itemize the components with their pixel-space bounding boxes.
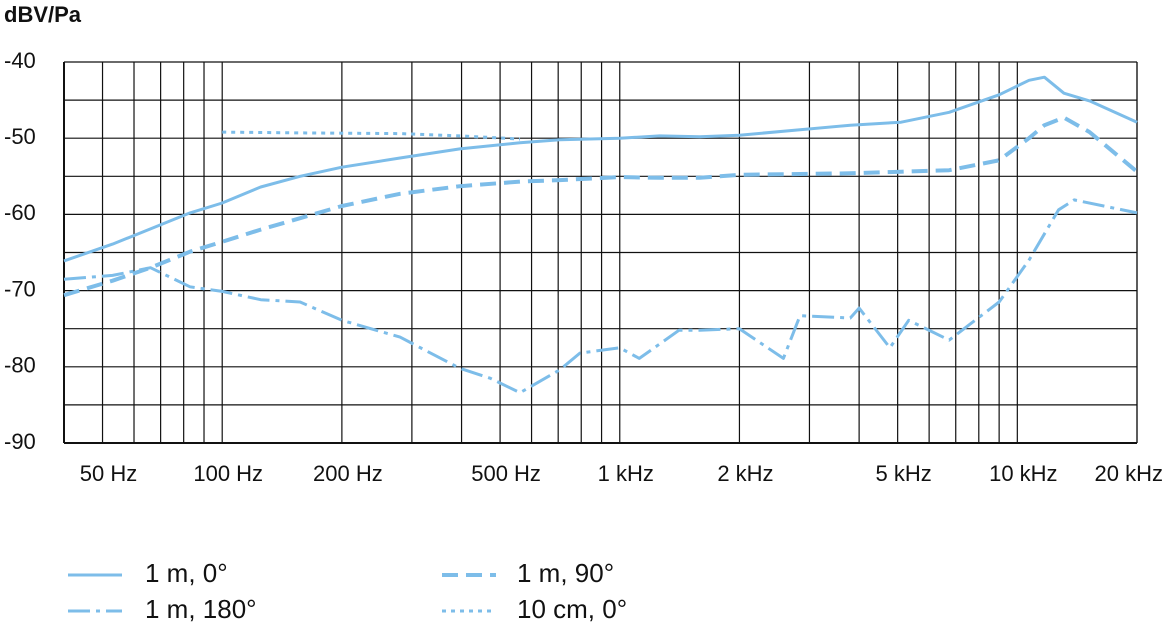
y-tick-label: -50: [4, 124, 36, 149]
y-tick-label: -40: [4, 48, 36, 73]
x-tick-label: 5 kHz: [876, 461, 932, 486]
legend-label: 1 m, 180°: [145, 594, 257, 624]
x-tick-label: 50 Hz: [80, 461, 137, 486]
y-tick-label: -80: [4, 353, 36, 378]
x-tick-label: 500 Hz: [471, 461, 541, 486]
y-axis-label: dBV/Pa: [4, 2, 82, 27]
x-tick-label: 200 Hz: [313, 461, 383, 486]
y-tick-label: -60: [4, 200, 36, 225]
x-tick-label: 10 kHz: [989, 461, 1057, 486]
series-line: [63, 115, 1139, 298]
x-tick-label: 2 kHz: [717, 461, 773, 486]
y-tick-label: -70: [4, 276, 36, 301]
legend-label: 1 m, 0°: [145, 558, 228, 588]
series-line: [63, 198, 1138, 395]
series-line: [63, 75, 1138, 263]
legend-label: 10 cm, 0°: [517, 594, 627, 624]
x-tick-label: 100 Hz: [193, 461, 263, 486]
y-tick-label: -90: [4, 429, 36, 454]
x-tick-label: 1 kHz: [598, 461, 654, 486]
legend-label: 1 m, 90°: [517, 558, 614, 588]
x-tick-label: 20 kHz: [1095, 461, 1163, 486]
